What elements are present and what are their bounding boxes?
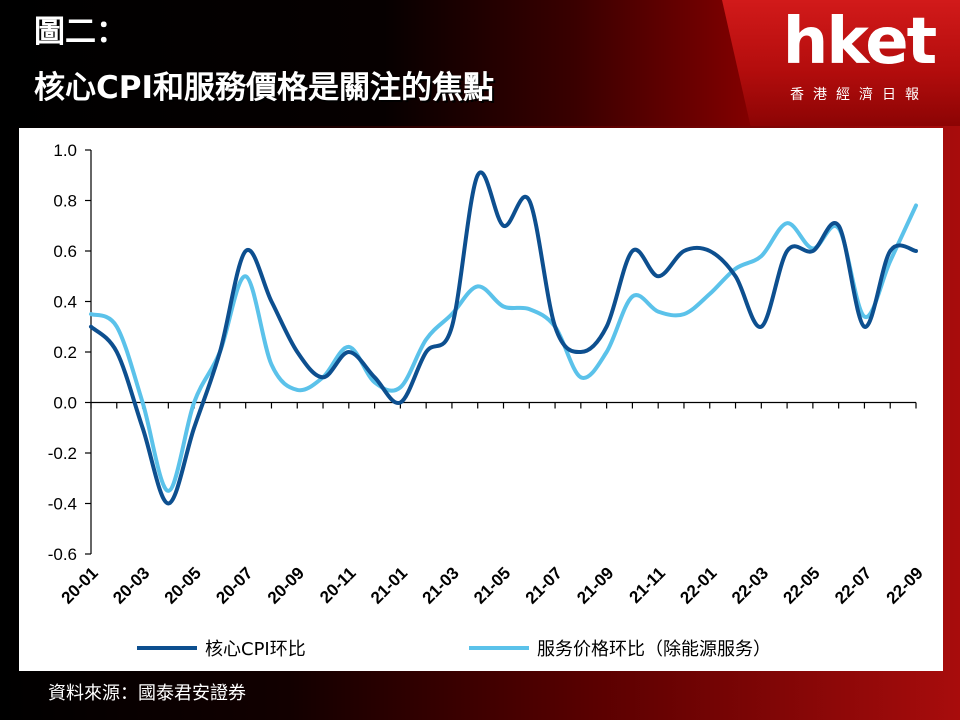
y-tick-label: 0.4 [53,293,77,312]
y-tick-label: 0.0 [53,394,77,413]
logo-panel [722,0,960,126]
page-title: 核心CPI和服務價格是關注的焦點 [34,70,495,106]
y-tick-label: 0.6 [53,242,77,261]
legend-label-1: 核心CPI环比 [205,639,306,660]
x-tick-label: 22-09 [883,563,927,607]
x-tick-label: 22-01 [676,563,720,607]
x-tick-label: 22-05 [780,563,824,607]
source-note: 資料來源：國泰君安證券 [48,683,246,704]
x-tick-label: 21-11 [625,563,669,607]
x-tick-label: 21-05 [470,563,514,607]
x-tick-label: 20-07 [212,563,256,607]
x-tick-label: 20-01 [58,563,102,607]
logo-subtitle: 香港經濟日報 [790,87,928,103]
x-tick-label: 20-11 [316,563,360,607]
y-tick-label: -0.4 [48,495,77,514]
legend-label-2: 服务价格环比（除能源服务） [537,639,771,660]
line-chart: 1.0 0.8 0.6 0.4 0.2 0.0 -0.2 -0.4 -0.620-01 20-03… [48,141,927,660]
series-line-1 [89,170,918,506]
x-tick-label: 20-05 [161,563,205,607]
y-tick-label: -0.6 [48,545,77,564]
x-tick-label: 22-07 [831,563,875,607]
chart-panel: 1.0 0.8 0.6 0.4 0.2 0.0 -0.2 -0.4 -0.6 20-01 20-03… [19,128,943,671]
y-tick-label: -0.2 [48,444,77,463]
y-tick-label: 1.0 [53,141,77,160]
x-tick-label: 21-03 [419,563,463,607]
x-tick-label: 21-01 [367,563,411,607]
title-line-1: 圖二： [34,14,127,50]
x-tick-label: 21-09 [573,563,617,607]
x-tick-label: 22-03 [728,563,772,607]
x-tick-label: 20-09 [264,563,308,607]
y-tick-label: 0.8 [53,192,77,211]
x-tick-label: 20-03 [109,563,153,607]
y-tick-label: 0.2 [53,343,77,362]
x-tick-label: 21-07 [522,563,566,607]
hket-logo: hket [782,5,937,79]
